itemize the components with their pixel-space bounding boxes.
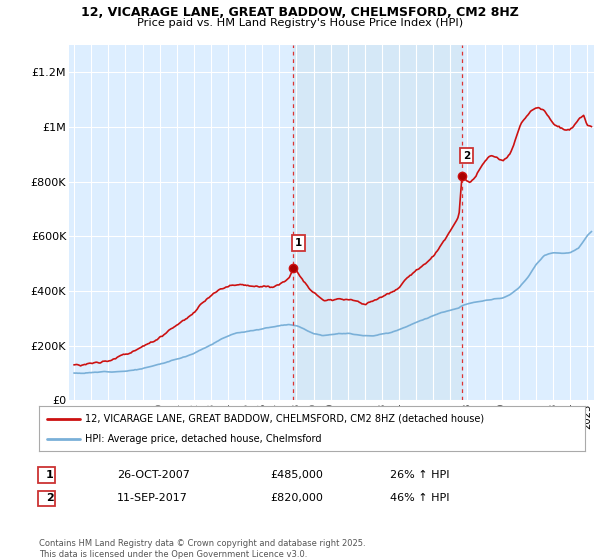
Text: 2: 2 (46, 493, 53, 503)
Text: 12, VICARAGE LANE, GREAT BADDOW, CHELMSFORD, CM2 8HZ (detached house): 12, VICARAGE LANE, GREAT BADDOW, CHELMSF… (85, 413, 485, 423)
Text: 2: 2 (463, 151, 470, 161)
Text: 11-SEP-2017: 11-SEP-2017 (117, 493, 188, 503)
Text: Price paid vs. HM Land Registry's House Price Index (HPI): Price paid vs. HM Land Registry's House … (137, 18, 463, 28)
Text: 1: 1 (46, 470, 53, 480)
Text: 1: 1 (295, 238, 302, 248)
Bar (293, 45, 462, 400)
Text: 26-OCT-2007: 26-OCT-2007 (117, 470, 190, 480)
Text: Contains HM Land Registry data © Crown copyright and database right 2025.
This d: Contains HM Land Registry data © Crown c… (39, 539, 365, 559)
Text: £485,000: £485,000 (270, 470, 323, 480)
Text: HPI: Average price, detached house, Chelmsford: HPI: Average price, detached house, Chel… (85, 434, 322, 444)
Text: 26% ↑ HPI: 26% ↑ HPI (390, 470, 449, 480)
Text: 46% ↑ HPI: 46% ↑ HPI (390, 493, 449, 503)
Text: 12, VICARAGE LANE, GREAT BADDOW, CHELMSFORD, CM2 8HZ: 12, VICARAGE LANE, GREAT BADDOW, CHELMSF… (81, 6, 519, 18)
Text: £820,000: £820,000 (270, 493, 323, 503)
